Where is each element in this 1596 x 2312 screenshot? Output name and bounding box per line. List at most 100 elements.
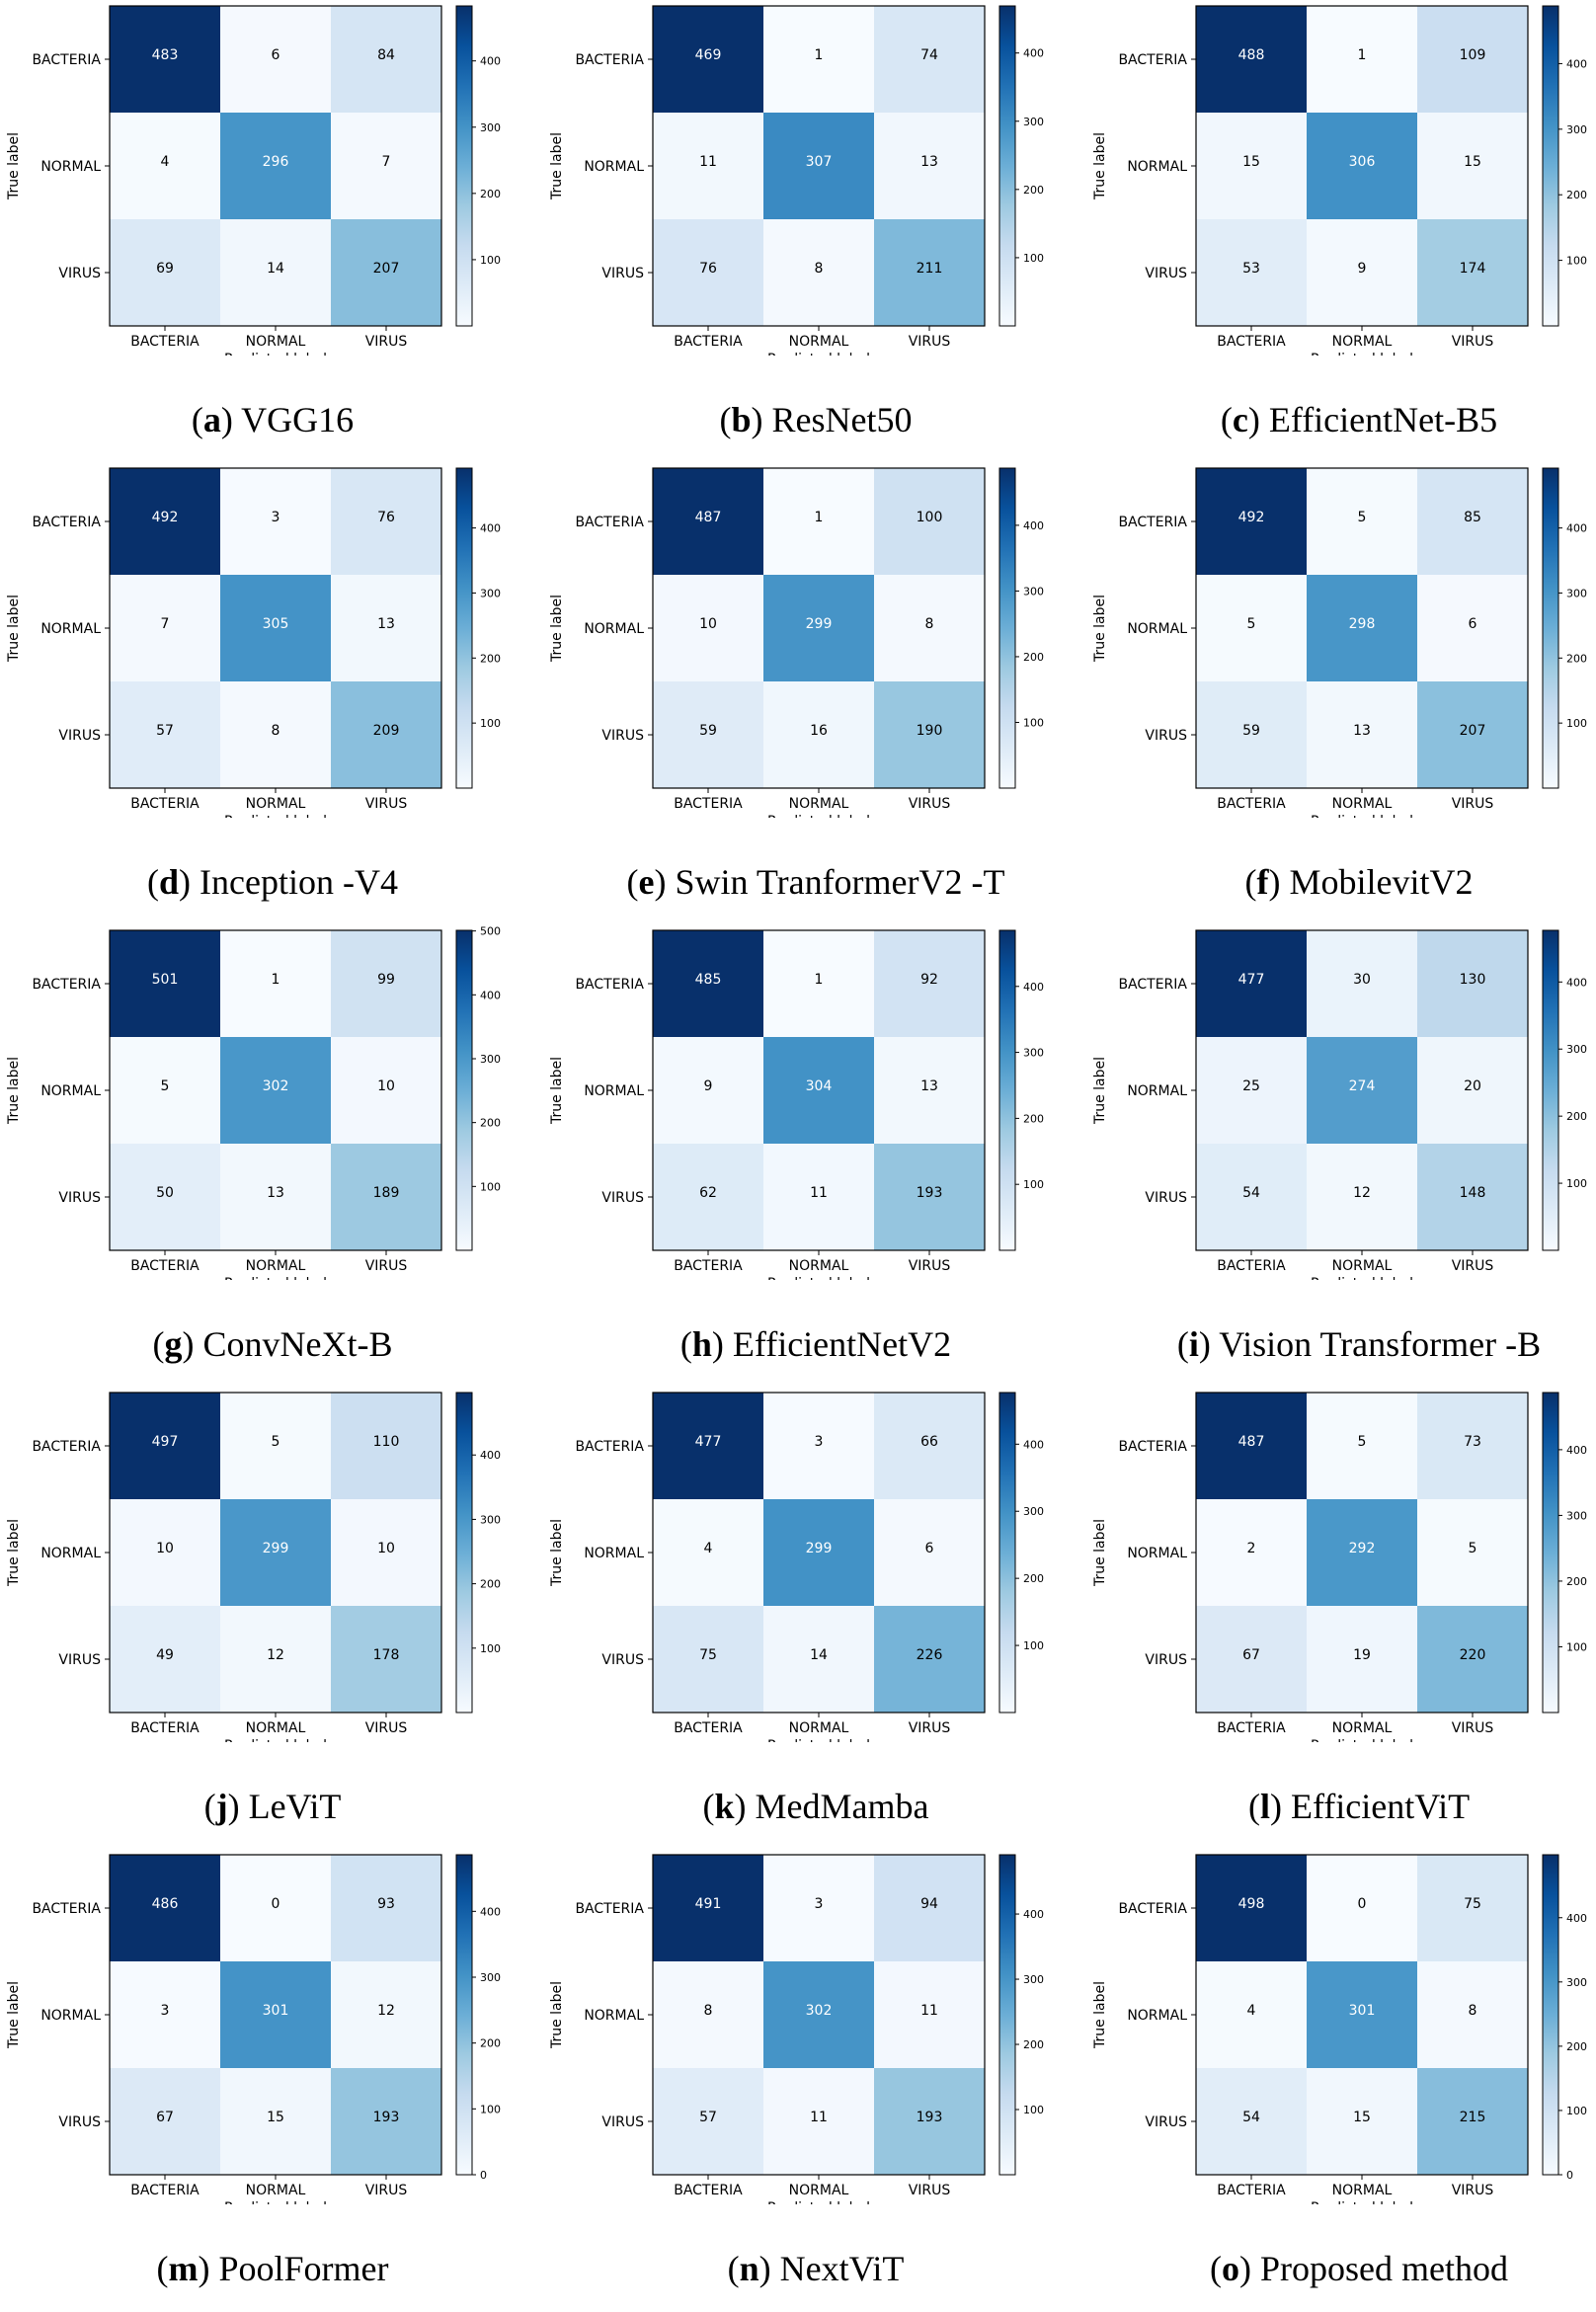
heatmap-cell <box>763 1606 874 1713</box>
heatmap-cell <box>874 930 985 1037</box>
cell-value: 193 <box>917 2110 943 2125</box>
heatmap-cell <box>653 1144 763 1250</box>
cell-value: 13 <box>920 1078 938 1094</box>
cell-value: 215 <box>1460 2110 1486 2125</box>
cell-value: 12 <box>267 1647 284 1663</box>
cell-value: 305 <box>263 616 289 632</box>
colorbar-tick-label: 200 <box>1023 1572 1044 1585</box>
caption-paren-close: ) <box>198 2249 219 2288</box>
x-axis-title: Predicted label <box>767 1738 870 1742</box>
heatmap-cell <box>110 930 220 1037</box>
cell-value: 7 <box>161 616 170 632</box>
colorbar <box>1542 5 1559 327</box>
x-tick-label: VIRUS <box>1452 334 1494 350</box>
colorbar-tick-label: 100 <box>1023 1178 1044 1191</box>
cell-value: 148 <box>1460 1185 1486 1201</box>
heatmap-cell <box>653 930 763 1037</box>
heatmap-cell <box>653 575 763 681</box>
heatmap-cell <box>220 6 331 113</box>
cell-value: 25 <box>1242 1078 1260 1094</box>
y-tick-label: VIRUS <box>58 1190 101 1206</box>
y-axis-title: True label <box>6 132 22 200</box>
confusion-matrix-b: 469 1 74 11 307 13 76 8 211 BACTERIA BACTERIA NORMA… <box>549 5 1044 367</box>
cell-value: 99 <box>377 972 395 988</box>
cell-value: 292 <box>1349 1541 1376 1556</box>
heatmap-cell <box>1196 2068 1307 2175</box>
caption-paren-close: ) <box>179 862 200 902</box>
cell-value: 59 <box>1242 723 1260 739</box>
caption-model-name: NextViT <box>779 2249 905 2288</box>
caption-f: (f) MobilevitV2 <box>1092 861 1596 903</box>
x-tick-label: NORMAL <box>789 1258 849 1274</box>
heatmap-cell <box>331 1393 441 1499</box>
colorbar <box>998 1854 1016 2176</box>
heatmap-cell <box>1417 681 1528 788</box>
cell-value: 302 <box>263 1078 289 1094</box>
cell-value: 0 <box>1358 1896 1367 1912</box>
confusion-matrix-e: 487 1 100 10 299 8 59 16 190 BACTERIA BACTERIA NORM… <box>549 467 1044 830</box>
cell-value: 13 <box>377 616 395 632</box>
caption-c: (c) EfficientNet-B5 <box>1092 399 1596 440</box>
colorbar-tick-label: 200 <box>480 2037 501 2050</box>
x-tick-label: NORMAL <box>246 1720 306 1736</box>
cell-value: 12 <box>377 2003 395 2019</box>
cell-value: 11 <box>699 154 717 170</box>
cell-value: 3 <box>161 2003 170 2019</box>
cell-value: 16 <box>810 723 828 739</box>
x-tick-label: NORMAL <box>246 334 306 350</box>
heatmap-cell <box>763 468 874 575</box>
heatmap-cell <box>1417 1961 1528 2068</box>
cell-value: 109 <box>1460 47 1486 63</box>
panel-b: 469 1 74 11 307 13 76 8 211 BACTERIA BACTERIA NORMA… <box>549 0 1082 439</box>
colorbar-tick-label: 100 <box>480 1180 501 1193</box>
x-tick-label: VIRUS <box>909 796 951 812</box>
cell-value: 487 <box>1238 1434 1265 1450</box>
caption-letter: o <box>1222 2249 1239 2288</box>
x-tick-label: BACTERIA <box>1217 334 1286 350</box>
x-tick-label: NORMAL <box>246 796 306 812</box>
caption-j: (j) LeViT <box>6 1786 539 1827</box>
caption-letter: d <box>159 862 180 902</box>
colorbar-tick-label: 400 <box>1566 1912 1587 1925</box>
caption-letter: k <box>714 1787 735 1826</box>
cell-value: 100 <box>917 510 943 525</box>
caption-paren-close: ) <box>654 862 676 902</box>
colorbar <box>998 5 1016 327</box>
caption-m: (m) PoolFormer <box>6 2248 539 2289</box>
x-tick-label: NORMAL <box>246 1258 306 1274</box>
heatmap-cell <box>220 681 331 788</box>
caption-letter: a <box>202 400 221 439</box>
cell-value: 178 <box>373 1647 400 1663</box>
x-axis-title: Predicted label <box>1311 814 1413 818</box>
colorbar-tick-label: 100 <box>1566 255 1587 268</box>
heatmap-cell <box>874 1855 985 1961</box>
colorbar-tick-label: 100 <box>1023 2104 1044 2116</box>
colorbar-tick-label: 0 <box>1566 2169 1573 2182</box>
caption-paren-open: ( <box>1244 862 1257 902</box>
heatmap-cell <box>220 575 331 681</box>
x-axis-title: Predicted label <box>224 352 327 356</box>
cell-value: 299 <box>806 616 833 632</box>
panel-l: 487 5 73 2 292 5 67 19 220 BACTERIA BACTERIA NORMAL… <box>1092 1387 1596 1826</box>
caption-b: (b) ResNet50 <box>549 399 1082 440</box>
cell-value: 193 <box>917 1185 943 1201</box>
heatmap-cell <box>1417 468 1528 575</box>
caption-paren-open: ( <box>702 1787 715 1826</box>
colorbar-tick-label: 300 <box>480 1513 501 1526</box>
y-axis-title: True label <box>6 1519 22 1587</box>
x-tick-label: NORMAL <box>1332 334 1393 350</box>
colorbar-tick-label: 400 <box>1023 519 1044 532</box>
heatmap-cell <box>653 1393 763 1499</box>
caption-model-name: Vision Transformer -B <box>1219 1324 1542 1364</box>
heatmap-cell <box>331 219 441 326</box>
caption-paren-close: ) <box>1198 1324 1220 1364</box>
colorbar-tick-label: 300 <box>1566 1509 1587 1522</box>
cell-value: 0 <box>272 1896 280 1912</box>
caption-paren-close: ) <box>758 2249 780 2288</box>
y-tick-label: BACTERIA <box>32 515 101 530</box>
cell-value: 11 <box>920 2003 938 2019</box>
heatmap-cell <box>763 113 874 219</box>
caption-model-name: LeViT <box>248 1787 342 1826</box>
heatmap-cell <box>220 1855 331 1961</box>
cell-value: 5 <box>1247 616 1256 632</box>
